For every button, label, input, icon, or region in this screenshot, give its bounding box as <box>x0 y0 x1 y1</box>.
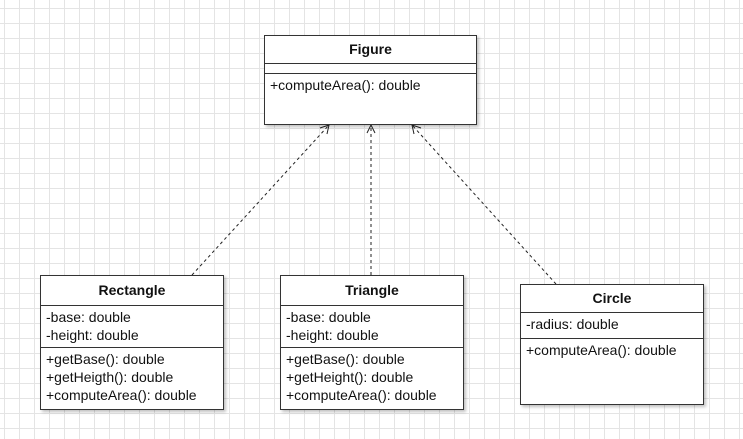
class-name: Figure <box>265 36 476 64</box>
operation-compute-area: +computeArea(): double <box>526 342 677 358</box>
attribute-base: -base: double <box>46 309 131 325</box>
operation-get-base: +getBase(): double <box>46 351 165 367</box>
attribute-radius: -radius: double <box>526 316 619 332</box>
realization-rectangle-figure <box>191 124 330 276</box>
class-operations: +getBase(): double +getHeight(): double … <box>281 348 463 404</box>
class-figure[interactable]: Figure +computeArea(): double <box>264 35 477 125</box>
class-name: Triangle <box>281 276 463 306</box>
class-name: Rectangle <box>41 276 223 306</box>
class-name: Circle <box>521 285 703 313</box>
attribute-height: -height: double <box>46 327 139 343</box>
class-attributes: -radius: double <box>521 313 703 339</box>
operation-compute-area: +computeArea(): double <box>46 387 197 403</box>
operation-get-heigth: +getHeigth(): double <box>46 369 174 385</box>
realization-circle-figure <box>411 124 557 285</box>
arrowhead-rectangle-figure <box>319 124 330 135</box>
class-rectangle[interactable]: Rectangle -base: double -height: double … <box>40 275 224 410</box>
operation-compute-area: +computeArea(): double <box>286 387 437 403</box>
operation-compute-area: +computeArea(): double <box>270 77 421 93</box>
class-triangle[interactable]: Triangle -base: double -height: double +… <box>280 275 464 410</box>
class-circle[interactable]: Circle -radius: double +computeArea(): d… <box>520 284 704 405</box>
arrowhead-circle-figure <box>411 124 422 135</box>
class-attributes: -base: double -height: double <box>41 306 223 348</box>
operation-get-base: +getBase(): double <box>286 351 405 367</box>
attribute-base: -base: double <box>286 309 371 325</box>
class-attributes: -base: double -height: double <box>281 306 463 348</box>
class-operations: +getBase(): double +getHeigth(): double … <box>41 348 223 404</box>
attribute-height: -height: double <box>286 327 379 343</box>
class-attributes <box>265 64 476 74</box>
arrowhead-triangle-figure <box>366 123 376 134</box>
class-operations: +computeArea(): double <box>265 74 476 94</box>
class-operations: +computeArea(): double <box>521 339 703 359</box>
operation-get-height: +getHeight(): double <box>286 369 414 385</box>
